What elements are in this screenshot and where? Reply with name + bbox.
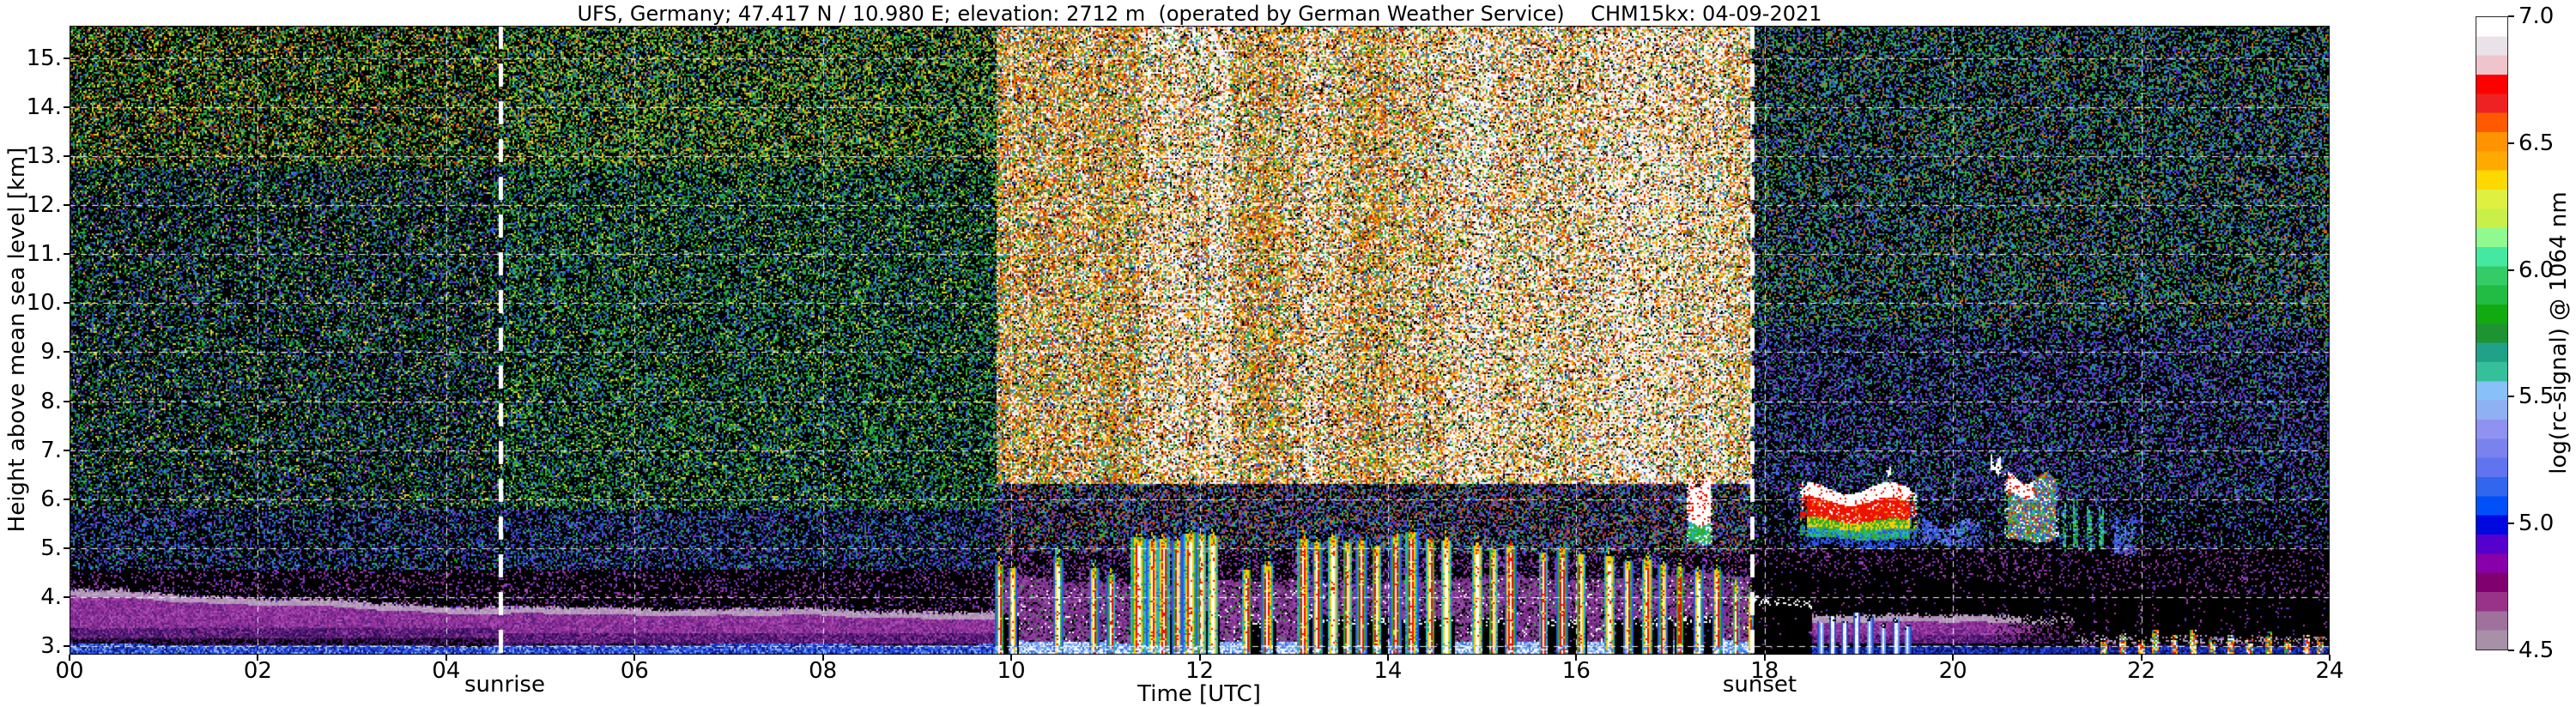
sunset-annotation: sunset [1722, 672, 1797, 698]
colorbar-gradient [2476, 16, 2508, 650]
x-tick-mark [1763, 655, 1766, 661]
colorbar-tick-mark [2508, 269, 2514, 271]
colorbar-title: log(rc-signal) @ 1064 nm [2546, 191, 2572, 474]
y-tick-mark [64, 644, 70, 647]
x-tick-label: 06 [620, 658, 649, 684]
x-tick-label: 10 [997, 658, 1026, 684]
colorbar-tick-mark [2508, 650, 2514, 651]
colorbar-tick-mark [2508, 396, 2514, 398]
colorbar-tick-label: 6.0 [2518, 257, 2555, 283]
x-tick-label: 14 [1373, 658, 1403, 684]
x-tick-label: 08 [809, 658, 838, 684]
x-tick-label: 22 [2127, 658, 2156, 684]
y-tick-label: 15. [26, 45, 62, 72]
x-tick-label: 24 [2315, 658, 2344, 684]
y-tick-label: 9. [40, 339, 62, 366]
y-tick-label: 5. [40, 535, 62, 561]
colorbar-tick-mark [2508, 142, 2514, 144]
y-tick-mark [64, 449, 70, 451]
x-tick-mark [821, 655, 824, 661]
y-tick-mark [64, 498, 70, 500]
y-tick-mark [64, 547, 70, 549]
x-tick-label: 16 [1561, 658, 1591, 684]
y-axis-title: Height above mean sea level [km] [4, 147, 30, 533]
y-tick-mark [64, 351, 70, 354]
x-tick-label: 04 [432, 658, 461, 684]
y-tick-mark [64, 155, 70, 158]
x-tick-mark [69, 655, 70, 661]
y-tick-label: 14. [26, 94, 62, 121]
x-axis-title: Time [UTC] [1137, 681, 1261, 707]
y-tick-mark [64, 57, 70, 60]
colorbar-tick-label: 5.5 [2518, 384, 2555, 410]
colorbar-tick-mark [2508, 15, 2514, 17]
y-tick-mark [64, 253, 70, 256]
x-tick-label: 12 [1185, 658, 1215, 684]
x-tick-label: 20 [1938, 658, 1967, 684]
y-tick-label: 8. [40, 388, 62, 414]
sunrise-annotation: sunrise [464, 672, 545, 698]
x-tick-label: 18 [1750, 658, 1779, 684]
colorbar-tick-label: 5.0 [2518, 511, 2555, 537]
y-tick-label: 4. [40, 583, 62, 610]
chart-title: UFS, Germany; 47.417 N / 10.980 E; eleva… [577, 2, 1822, 26]
colorbar-tick-label: 7.0 [2518, 3, 2555, 29]
y-tick-mark [64, 302, 70, 305]
y-tick-label: 13. [26, 143, 62, 170]
x-tick-mark [633, 655, 636, 661]
x-tick-mark [1198, 655, 1201, 661]
heatmap-plot [70, 26, 2330, 655]
x-tick-label: 02 [243, 658, 272, 684]
x-tick-mark [2140, 655, 2143, 661]
y-tick-mark [64, 595, 70, 598]
colorbar-tick-label: 6.5 [2518, 130, 2555, 156]
x-tick-mark [1952, 655, 1955, 661]
x-tick-mark [445, 655, 447, 661]
y-tick-mark [64, 106, 70, 109]
y-tick-label: 6. [40, 486, 62, 512]
y-tick-label: 3. [40, 632, 62, 659]
colorbar-tick-label: 4.5 [2518, 638, 2555, 663]
y-tick-label: 12. [26, 192, 62, 219]
y-tick-label: 11. [26, 241, 62, 268]
x-tick-mark [1386, 655, 1389, 661]
y-tick-mark [64, 400, 70, 402]
x-tick-mark [1575, 655, 1578, 661]
y-tick-label: 10. [26, 290, 62, 317]
colorbar-tick-mark [2508, 523, 2514, 525]
x-tick-mark [257, 655, 259, 661]
x-tick-label: 00 [55, 658, 84, 684]
x-tick-mark [1010, 655, 1013, 661]
x-tick-mark [2329, 655, 2331, 661]
y-tick-label: 7. [40, 437, 62, 463]
y-tick-mark [64, 204, 70, 207]
